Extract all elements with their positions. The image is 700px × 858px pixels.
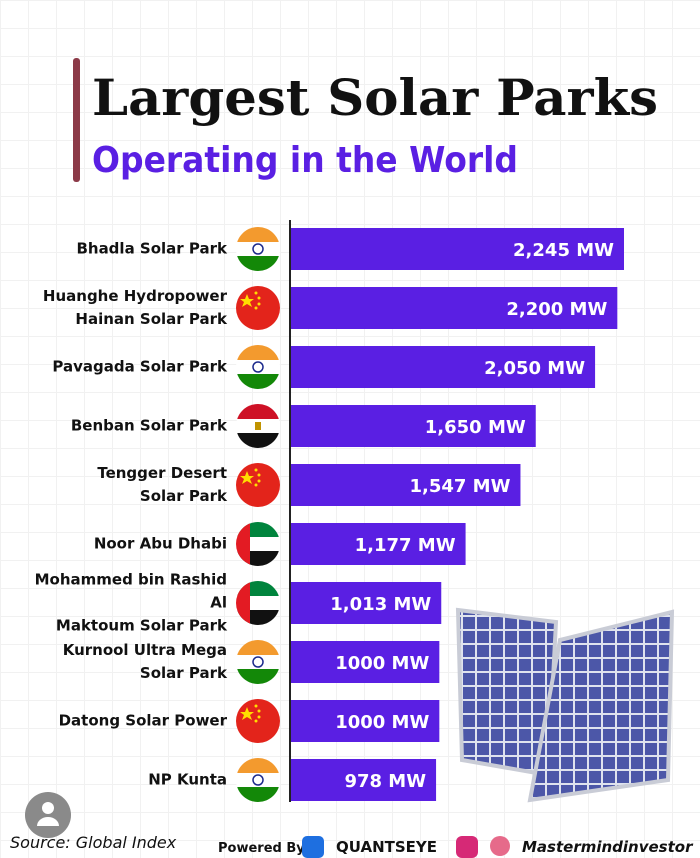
handle: Mastermindinvestor bbox=[522, 838, 694, 856]
brand-logo bbox=[302, 836, 324, 858]
flags bbox=[236, 227, 280, 802]
flag bbox=[236, 522, 280, 566]
bar bbox=[291, 405, 536, 447]
bar bbox=[291, 582, 442, 624]
value-label: 2,050 MW bbox=[484, 358, 585, 379]
avatar-icon bbox=[37, 817, 59, 826]
category-label: Bhadla Solar Park bbox=[76, 239, 227, 258]
bar bbox=[291, 759, 437, 801]
value-label: 1,547 MW bbox=[409, 476, 510, 497]
category-label: Tengger Desert Solar Park bbox=[97, 464, 227, 505]
bar bbox=[291, 700, 440, 742]
flag bbox=[236, 699, 280, 743]
avatar bbox=[25, 792, 71, 838]
brain-icon bbox=[490, 836, 510, 856]
category-label: Benban Solar Park bbox=[70, 416, 227, 435]
flag bbox=[236, 227, 280, 271]
bar bbox=[291, 523, 466, 565]
avatar-icon bbox=[42, 802, 54, 814]
category-label: Kurnool Ultra Mega Solar Park bbox=[62, 641, 227, 682]
brand: QUANTSEYE bbox=[336, 838, 437, 856]
value-label: 1,177 MW bbox=[355, 535, 456, 556]
value-label: 2,200 MW bbox=[506, 299, 607, 320]
value-label: 1000 MW bbox=[335, 653, 429, 674]
powered-by: Powered By bbox=[218, 841, 305, 856]
bar bbox=[291, 228, 624, 270]
value-label: 1,650 MW bbox=[425, 417, 526, 438]
category-label: Noor Abu Dhabi bbox=[93, 534, 227, 553]
value-label: 1000 MW bbox=[335, 712, 429, 733]
bar bbox=[291, 641, 440, 683]
value-label: 2,245 MW bbox=[513, 240, 614, 261]
accent-bar bbox=[73, 58, 80, 182]
category-label: Huanghe Hydropower Hainan Solar Park bbox=[42, 287, 227, 328]
category-label: Pavagada Solar Park bbox=[52, 357, 227, 376]
category-label: Mohammed bin Rashid Al Maktoum Solar Par… bbox=[34, 570, 227, 635]
category-label: Datong Solar Power bbox=[58, 711, 227, 730]
flag bbox=[236, 758, 280, 802]
value-label: 978 MW bbox=[344, 771, 426, 792]
solar-panels bbox=[455, 607, 675, 803]
flag bbox=[236, 286, 280, 330]
source: Source: Global Index bbox=[10, 833, 177, 852]
bar bbox=[291, 464, 521, 506]
flag bbox=[236, 463, 280, 507]
flag bbox=[236, 345, 280, 389]
flag bbox=[236, 640, 280, 684]
value-label: 1,013 MW bbox=[330, 594, 431, 615]
flag bbox=[236, 404, 280, 448]
title: Largest Solar Parks bbox=[92, 68, 658, 127]
category-label: NP Kunta bbox=[148, 770, 227, 789]
bar bbox=[291, 287, 618, 329]
flag bbox=[236, 581, 280, 625]
bar bbox=[291, 346, 596, 388]
instagram-icon bbox=[456, 836, 478, 858]
subtitle: Operating in the World bbox=[92, 140, 518, 181]
